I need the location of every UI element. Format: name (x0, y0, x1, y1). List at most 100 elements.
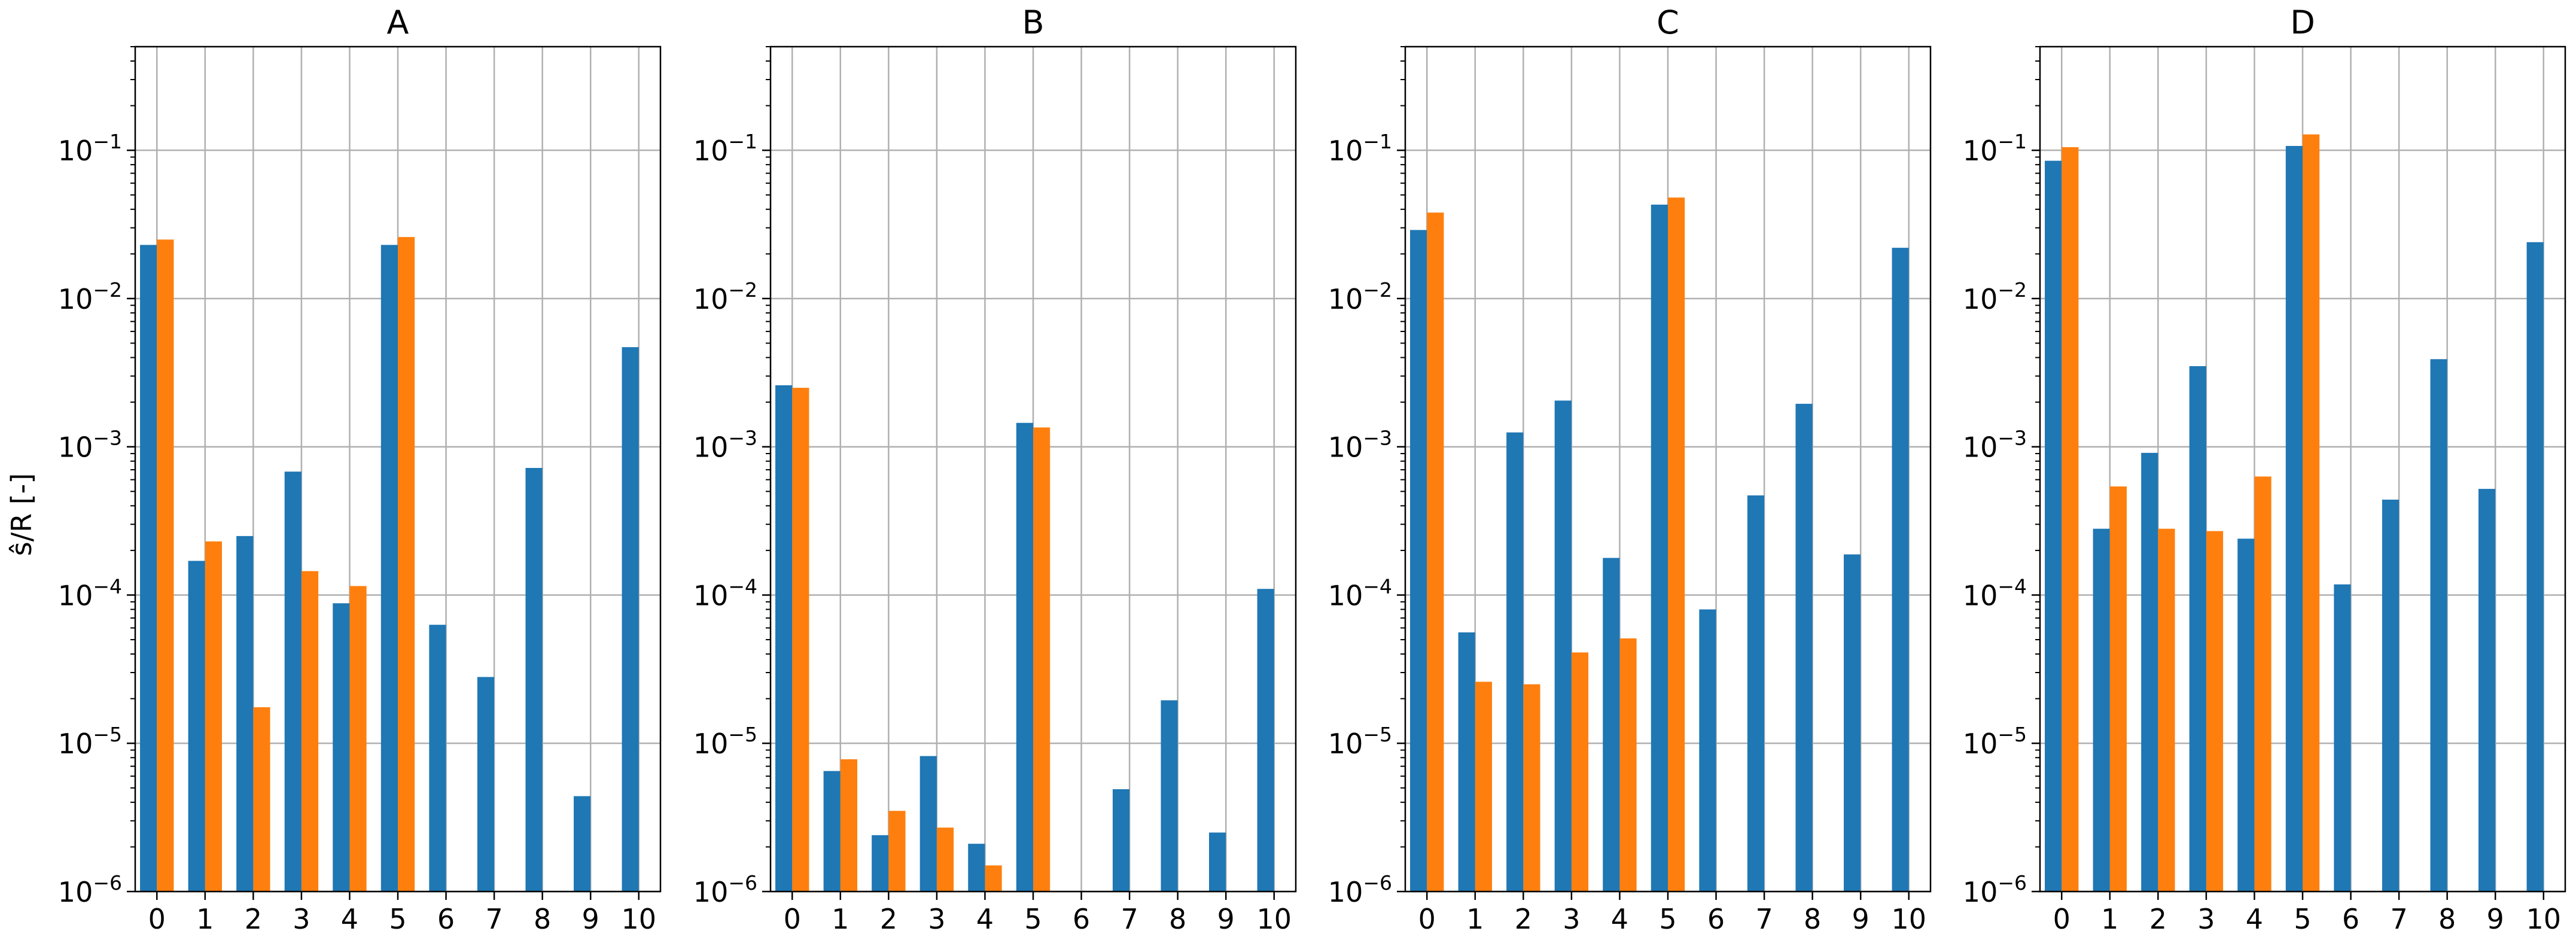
x-tick-label: 1 (2101, 903, 2118, 935)
x-tick-label: 6 (2342, 903, 2359, 935)
bar-a-4-s1 (333, 603, 350, 892)
x-tick-label: 2 (245, 903, 262, 935)
y-tick-label: 10−6 (58, 871, 122, 908)
x-tick-label: 8 (1804, 903, 1821, 935)
bar-b-8-s1 (1161, 700, 1178, 892)
bar-d-10-s1 (2526, 242, 2544, 892)
x-tick-label: 8 (2438, 903, 2456, 935)
y-tick-label: 10−2 (58, 278, 122, 315)
bar-c-8-s1 (1795, 403, 1813, 892)
chart-title: B (1022, 4, 1044, 41)
y-tick-label: 10−4 (58, 574, 122, 612)
bar-b-7-s1 (1112, 789, 1130, 892)
bar-d-4-s2 (2254, 476, 2271, 892)
x-tick-label: 4 (1611, 903, 1628, 935)
y-tick-label: 10−4 (1328, 574, 1392, 612)
bar-c-1-s1 (1458, 632, 1475, 892)
bar-a-3-s2 (301, 571, 319, 892)
y-tick-label: 10−1 (1963, 130, 2027, 167)
x-tick-label: 10 (1256, 903, 1292, 935)
x-tick-label: 8 (1169, 903, 1186, 935)
x-tick-label: 2 (2149, 903, 2167, 935)
x-tick-label: 10 (2526, 903, 2561, 935)
y-tick-label: 10−5 (1328, 723, 1392, 760)
bar-b-10-s1 (1257, 589, 1274, 892)
bar-d-0-s1 (2045, 160, 2062, 892)
bar-d-0-s2 (2062, 147, 2079, 892)
chart-panels: 10−610−510−410−310−210−10 1 2 3 4 5 6 7 8 9 10A10−… (58, 4, 2566, 935)
bar-b-5-s1 (1016, 422, 1033, 892)
x-tick-label: 8 (534, 903, 551, 935)
bar-b-1-s1 (823, 771, 841, 892)
x-tick-label: 7 (2390, 903, 2407, 935)
x-tick-label: 5 (2294, 903, 2311, 935)
bar-d-3-s1 (2189, 366, 2206, 892)
x-tick-label: 2 (880, 903, 897, 935)
bar-c-0-s1 (1410, 230, 1427, 892)
chart-title: D (2290, 4, 2315, 41)
y-tick-label: 10−1 (1328, 130, 1392, 167)
bar-c-7-s1 (1747, 495, 1765, 892)
x-tick-label: 0 (148, 903, 166, 935)
x-tick-label: 9 (582, 903, 599, 935)
y-tick-label: 10−3 (1963, 427, 2027, 464)
bar-c-10-s1 (1892, 248, 1909, 892)
bar-b-5-s2 (1033, 427, 1051, 892)
bar-a-2-s2 (253, 707, 270, 892)
bar-b-0-s2 (792, 388, 809, 892)
bar-a-0-s1 (140, 245, 157, 892)
x-tick-label: 1 (1466, 903, 1484, 935)
chart-panel-a: 10−6 10−5 10−4 10−3 10−2 10−1 0 1 2 3 4 5 6 7 8 9 10 A (58, 4, 662, 935)
x-tick-label: 6 (1707, 903, 1725, 935)
x-tick-label: 7 (1120, 903, 1138, 935)
y-tick-label: 10−3 (693, 427, 757, 464)
x-tick-label: 4 (2246, 903, 2263, 935)
bar-b-1-s2 (840, 759, 857, 892)
bar-b-2-s1 (872, 835, 889, 892)
x-tick-label: 0 (2053, 903, 2070, 935)
bar-a-1-s2 (205, 541, 222, 892)
y-tick-label: 10−5 (58, 723, 122, 760)
x-tick-label: 3 (1563, 903, 1580, 935)
bar-d-9-s1 (2478, 489, 2496, 892)
bar-c-4-s2 (1619, 638, 1637, 892)
bar-b-9-s1 (1209, 832, 1226, 892)
bar-d-5-s2 (2303, 134, 2320, 892)
bar-c-2-s1 (1506, 432, 1524, 892)
x-tick-label: 1 (832, 903, 849, 935)
bar-c-6-s1 (1699, 609, 1716, 892)
x-tick-label: 3 (293, 903, 310, 935)
x-tick-label: 9 (2487, 903, 2504, 935)
x-tick-label: 6 (437, 903, 455, 935)
bar-c-3-s1 (1554, 400, 1572, 892)
y-tick-label: 10−5 (693, 723, 757, 760)
y-tick-label: 10−4 (693, 574, 757, 612)
y-tick-label: 10−1 (693, 130, 757, 167)
bar-c-9-s1 (1844, 554, 1861, 892)
bar-a-8-s1 (525, 468, 543, 892)
x-tick-label: 7 (1755, 903, 1773, 935)
x-tick-label: 3 (2197, 903, 2215, 935)
bar-d-2-s1 (2141, 452, 2158, 892)
x-tick-label: 4 (976, 903, 994, 935)
x-tick-label: 1 (196, 903, 214, 935)
x-tick-label: 10 (1891, 903, 1926, 935)
x-tick-label: 5 (1659, 903, 1676, 935)
x-tick-label: 7 (485, 903, 503, 935)
x-tick-label: 6 (1073, 903, 1090, 935)
bar-c-1-s2 (1475, 682, 1492, 892)
bar-b-3-s1 (919, 756, 937, 892)
bar-c-5-s1 (1651, 204, 1668, 892)
bar-b-4-s1 (968, 844, 985, 892)
x-tick-label: 4 (341, 903, 358, 935)
x-tick-label: 5 (1024, 903, 1042, 935)
bar-b-3-s2 (936, 828, 954, 892)
chart-panel-b: 10−6 10−5 10−4 10−3 10−2 10−1 0 1 2 3 4 5 6 7 8 9 10 B (693, 4, 1297, 935)
x-tick-label: 2 (1515, 903, 1532, 935)
y-tick-label: 10−2 (1328, 278, 1392, 315)
y-tick-label: 10−6 (1328, 871, 1392, 908)
x-tick-label: 0 (1418, 903, 1436, 935)
y-tick-label: 10−2 (1963, 278, 2027, 315)
bar-b-2-s2 (888, 811, 906, 892)
y-tick-label: 10−6 (1963, 871, 2027, 908)
